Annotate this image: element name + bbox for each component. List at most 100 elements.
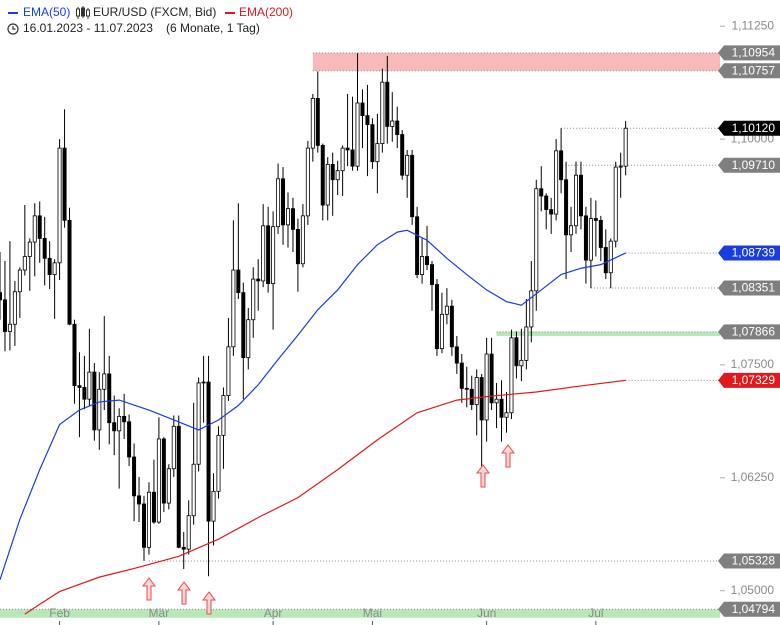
candle-body [206,381,211,522]
price-label: 1,08739 [732,246,776,260]
price-label: 1,05328 [732,554,776,568]
candle-body [241,292,246,359]
price-label-box [718,245,780,261]
price-label: 1,10757 [732,63,776,77]
candle-body [544,195,549,210]
candle-body [345,147,350,151]
y-tick-label: 1,05000 [731,583,775,597]
candle-body [186,515,191,550]
y-tick-label: 1,06250 [731,470,775,484]
candle-body [57,147,62,264]
candle-body [196,382,201,465]
candle-body [82,387,87,400]
candle-body [171,425,176,470]
candle-body [469,388,474,406]
candle-body [141,503,146,548]
clock-icon [7,23,19,35]
ema-line [0,229,626,581]
candle-body [305,147,310,217]
candle-body [281,178,286,226]
x-tick-label: Jul [588,606,603,620]
candle-body [524,326,529,361]
y-tick-label: 1,11250 [732,18,775,32]
candle-body [549,209,554,215]
candle-body [444,305,449,315]
legend: EMA(50) EUR/USD (FXCM, Bid) EMA(200) 16.… [7,5,293,35]
price-label-box [718,372,780,388]
candle-body [137,495,142,505]
candle-body [201,381,206,384]
candle-body [87,371,92,400]
price-labels: 1,10954 1,10757 1,10120 1,09710 1,08739 1,083… [718,45,780,617]
candle-body [22,256,27,271]
candle-body [330,163,335,181]
candle-body [385,81,390,127]
price-label: 1,07329 [732,373,776,387]
candle-body [459,362,464,389]
price-label: 1,08351 [732,281,776,295]
candle-body [290,208,295,230]
candle-body [256,278,261,282]
candle-body [593,218,598,221]
candle-body [494,398,499,404]
price-label-box [718,601,780,617]
candle-body [474,377,479,406]
candle-body [17,269,22,293]
candle-body [509,337,514,414]
candle-body [2,299,7,332]
candle-body [251,278,256,321]
candle-body [315,98,320,146]
price-label-box [718,63,780,79]
candle-body [434,284,439,350]
candle-body [454,346,459,364]
candle-body [484,353,489,421]
candle-body [499,398,504,418]
date-range: 16.01.2023 - 11.07.2023 [23,21,153,35]
candle-body [285,208,290,226]
price-label-box [718,324,780,340]
candle-body [122,415,127,423]
price-label: 1,04794 [732,602,776,616]
candle-body [420,256,425,275]
candle-body [191,463,196,517]
price-label-box [718,553,780,569]
indicator-lines [0,229,626,615]
candle-body [261,225,266,282]
candle-body [266,225,271,284]
candle-body [464,387,469,390]
candle-body [429,264,434,285]
candle-body [211,490,216,522]
candle-body [107,373,112,424]
candle-body [519,359,524,367]
candle-body [539,188,544,197]
candle-body [340,147,345,172]
candle-body [62,147,67,221]
candle-body [365,115,370,126]
candle-body [325,163,330,206]
x-tick-label: Feb [49,606,70,620]
candle-body [12,291,17,325]
candle-body [449,305,454,348]
candle-body [0,292,3,301]
candle-body [569,225,574,236]
ema-line [24,379,626,615]
candle-body [395,120,400,135]
candle-body [613,166,618,242]
candle-body [489,353,494,404]
y-tick-label: 1,07500 [731,357,775,371]
candle-body [514,337,519,367]
candle-body [37,215,42,239]
candle-body [27,241,32,257]
candle-body [439,313,444,350]
candle-body [583,215,588,261]
candle-body [355,102,360,167]
candle-body [276,178,281,228]
candle-body [151,491,156,523]
candle-body [405,154,410,176]
candle-body [335,170,340,181]
candle-body [246,319,251,359]
candle-body [400,134,405,176]
candle-body [42,238,47,259]
candle-body [32,215,37,243]
